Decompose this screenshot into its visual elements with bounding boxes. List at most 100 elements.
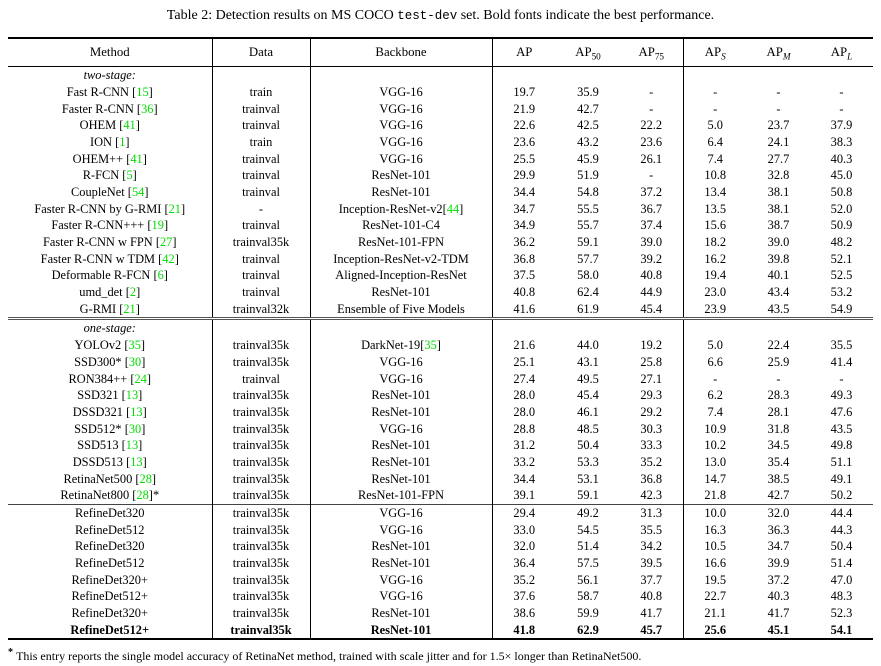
value-cell: 62.9 <box>577 622 599 637</box>
col-header-method: Method <box>8 38 212 67</box>
table-footnote: * This entry reports the single model acc… <box>8 647 873 664</box>
value-cell: 7.4 <box>682 403 747 421</box>
citation-link[interactable]: 2 <box>129 285 137 300</box>
value-cell: 54.8 <box>577 184 599 199</box>
value-cell: 16.6 <box>682 554 747 572</box>
value-cell: 52.3 <box>830 606 853 621</box>
value-cell: 53.3 <box>577 454 599 469</box>
col-header-backbone: Backbone <box>309 38 492 67</box>
backbone-cell: VGG-16 <box>309 83 492 101</box>
data-cell: trainval35k <box>211 437 310 454</box>
value-cell: 41.6 <box>491 300 556 319</box>
citation-link[interactable]: 5 <box>126 168 133 183</box>
backbone-cell: VGG-16 <box>309 100 492 118</box>
data-cell: trainval35k <box>211 621 310 640</box>
detection-results-table: Method Data Backbone AP AP50 AP75 APS APM APL tw… <box>8 37 873 641</box>
value-cell: - <box>649 101 654 116</box>
citation-link[interactable]: 54 <box>131 184 145 199</box>
value-cell: 23.7 <box>767 118 790 133</box>
value-cell: 48.2 <box>830 235 853 250</box>
value-cell: 10.9 <box>682 420 747 438</box>
value-cell: 22.7 <box>682 588 747 605</box>
value-cell: 46.1 <box>577 404 599 419</box>
citation-link[interactable]: 13 <box>130 454 143 469</box>
method-cell: R-FCN [5] <box>82 168 137 183</box>
citation-link[interactable]: 21 <box>168 201 181 216</box>
value-cell: 22.4 <box>767 338 790 353</box>
value-cell: 32.0 <box>747 503 810 522</box>
citation-link[interactable]: 42 <box>162 251 175 266</box>
footnote-text: This entry reports the single model accu… <box>16 649 642 664</box>
value-cell: 43.5 <box>767 301 790 316</box>
citation-link[interactable]: 41 <box>130 151 143 166</box>
value-cell: 41.4 <box>830 354 853 369</box>
backbone-cell: VGG-16 <box>309 353 492 371</box>
section-label-row: one-stage: <box>8 317 873 337</box>
data-cell: trainval35k <box>211 588 310 605</box>
data-cell: train <box>211 133 310 151</box>
value-cell: 40.8 <box>640 589 663 604</box>
citation-link[interactable]: 6 <box>157 268 164 283</box>
table-row: RefineDet320+ trainval35k ResNet-101 38.6 59… <box>8 605 873 622</box>
table-row: Faster R-CNN w TDM [42] trainval Inception… <box>8 250 873 268</box>
backbone-cell: ResNet-101 <box>309 387 492 404</box>
value-cell: 40.3 <box>767 589 790 604</box>
value-cell: 35.2 <box>640 454 663 469</box>
value-cell: 51.4 <box>830 556 853 571</box>
citation-link[interactable]: 15 <box>136 84 149 99</box>
table-row: Faster R-CNN by G-RMI [21] - Inception-Res… <box>8 200 873 218</box>
citation-link[interactable]: 44 <box>446 201 460 216</box>
value-cell: 44.4 <box>810 503 873 522</box>
citation-link[interactable]: 28 <box>136 488 149 503</box>
citation-link[interactable]: 36 <box>141 101 154 116</box>
value-cell: 58.0 <box>577 268 599 283</box>
backbone-cell: Inception-ResNet-v2[44] <box>309 200 492 218</box>
citation-link[interactable]: 19 <box>151 218 164 233</box>
data-cell: trainval35k <box>211 571 310 589</box>
citation-link[interactable]: 13 <box>130 404 143 419</box>
value-cell: 41.8 <box>491 621 556 640</box>
table-row: G-RMI [21] trainval32k Ensemble of Five Mo… <box>8 300 873 319</box>
value-cell: 43.5 <box>830 421 853 436</box>
value-cell: 35.9 <box>577 84 599 99</box>
table-row: OHEM [41] trainval VGG-16 22.6 42.5 22.2 5.0 23… <box>8 117 873 134</box>
backbone-cell: ResNet-101-FPN <box>309 233 492 251</box>
method-cell: RefineDet320 <box>8 503 212 522</box>
citation-link[interactable]: 30 <box>128 354 142 369</box>
header-row: Method Data Backbone AP AP50 AP75 APS APM APL <box>8 38 873 67</box>
value-cell: 32.0 <box>491 538 556 555</box>
citation-link[interactable]: 21 <box>123 301 136 316</box>
citation-link[interactable]: 13 <box>125 438 139 453</box>
data-cell: trainval35k <box>211 387 310 404</box>
data-cell: trainval35k <box>211 538 310 555</box>
citation-link[interactable]: 35 <box>128 338 141 353</box>
value-cell: 19.2 <box>640 338 663 353</box>
citation-link[interactable]: 30 <box>128 421 142 436</box>
citation-link[interactable]: 27 <box>160 235 173 250</box>
value-cell: 21.9 <box>491 100 556 118</box>
table-row: YOLOv2 [35] trainval35k DarkNet-19[35] 21.6… <box>8 337 873 354</box>
table-header: Method Data Backbone AP AP50 AP75 APS APM APL <box>8 38 873 67</box>
citation-link[interactable]: 28 <box>139 471 152 486</box>
citation-link[interactable]: 1 <box>119 134 126 149</box>
value-cell: 6.4 <box>682 133 747 151</box>
value-cell: - <box>776 101 781 116</box>
data-cell: trainval <box>211 370 310 388</box>
citation-link[interactable]: 41 <box>123 118 136 133</box>
backbone-cell: VGG-16 <box>309 571 492 589</box>
citation-link[interactable]: 13 <box>125 388 139 403</box>
table-row: R-FCN [5] trainval ResNet-101 29.9 51.9 - 10.8… <box>8 167 873 184</box>
value-cell: 37.9 <box>830 118 853 133</box>
value-cell: 45.0 <box>830 168 853 183</box>
col-header-apl: APL <box>810 38 873 67</box>
value-cell: 39.8 <box>767 251 790 266</box>
citation-link[interactable]: 24 <box>134 371 147 386</box>
value-cell: 29.2 <box>640 404 663 419</box>
value-cell: 28.0 <box>491 403 556 421</box>
value-cell: 14.7 <box>682 470 747 488</box>
citation-link[interactable]: 35 <box>424 338 437 353</box>
value-cell: 50.8 <box>830 184 853 199</box>
method-cell: RefineDet320+ <box>71 572 149 587</box>
value-cell: 57.7 <box>577 251 599 266</box>
value-cell: 51.9 <box>577 168 599 183</box>
